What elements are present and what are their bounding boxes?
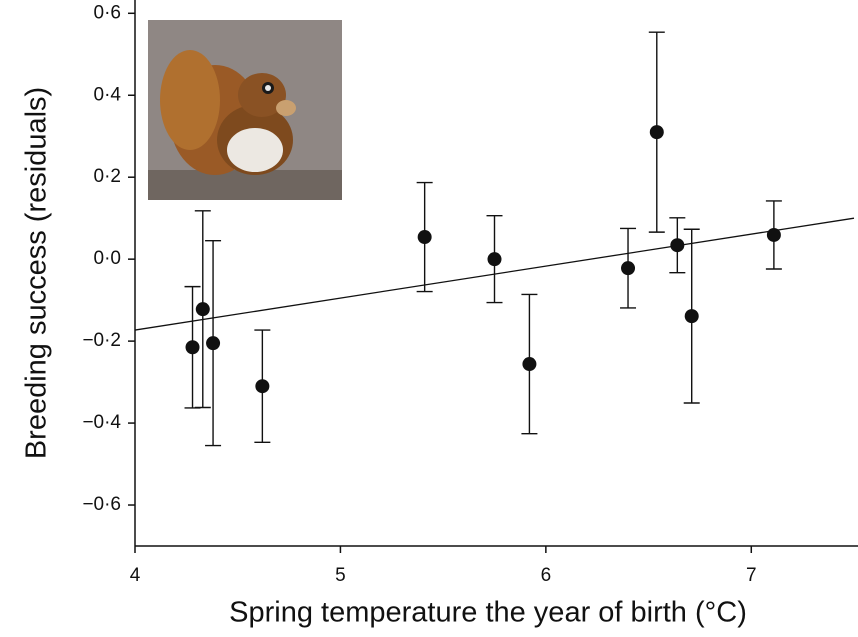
data-point (487, 252, 502, 267)
x-tick-label: 5 (335, 565, 346, 586)
data-point (195, 302, 210, 317)
y-tick-label: −0·4 (82, 412, 121, 433)
data-point (684, 309, 699, 324)
y-tick-label: −0·2 (82, 330, 121, 351)
y-tick-label: 0·0 (94, 248, 121, 269)
data-point (185, 340, 200, 355)
inset-photo (148, 20, 342, 200)
x-tick-label: 7 (746, 565, 757, 586)
y-tick-label: 0·6 (94, 2, 121, 23)
x-tick-label: 6 (541, 565, 552, 586)
y-tick-label: 0·4 (94, 84, 122, 105)
data-point (206, 336, 221, 351)
data-point (670, 238, 685, 253)
x-tick-label: 4 (130, 565, 141, 586)
y-axis-title: Breeding success (residuals) (21, 87, 53, 459)
data-point (417, 230, 432, 245)
x-axis-title: Spring temperature the year of birth (°C… (229, 597, 747, 629)
y-tick-label: 0·2 (94, 166, 121, 187)
data-point (621, 261, 636, 276)
y-tick-label: −0·6 (82, 494, 121, 515)
data-point (766, 227, 781, 242)
data-point (255, 379, 270, 394)
data-point (649, 125, 664, 140)
data-point (522, 357, 537, 372)
